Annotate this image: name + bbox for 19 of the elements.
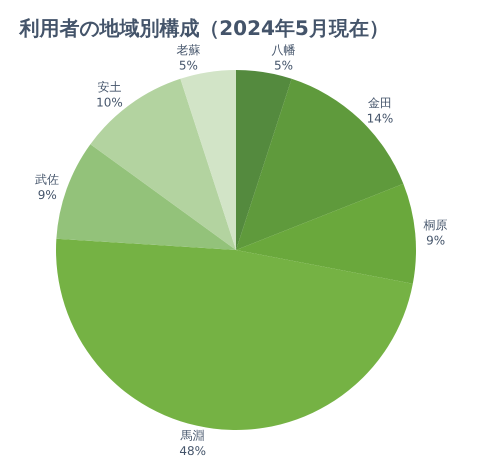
pie-slice [236,78,404,250]
slice-label: 金田 [368,96,392,110]
data-label: 9% [38,188,57,202]
data-label: 5% [178,58,198,73]
slice-label: 桐原 [422,218,448,232]
pie-slice [180,70,236,250]
data-label: 10% [96,95,123,110]
slice-label: 馬淵 [180,428,205,442]
data-label: 14% [366,112,394,126]
slice-label: 安土 [97,80,122,94]
data-label: 48% [179,444,206,458]
chart-title: 利用者の地域別構成（2024年5月現在） [18,16,389,40]
slice-label: 八幡 [272,42,296,57]
slice-label: 老蘇 [176,42,200,57]
pie-slice [90,78,236,250]
slice-label: 武佐 [35,172,60,187]
data-label: 5% [274,58,294,73]
pie-slice [236,70,292,250]
data-label: 9% [426,234,446,248]
